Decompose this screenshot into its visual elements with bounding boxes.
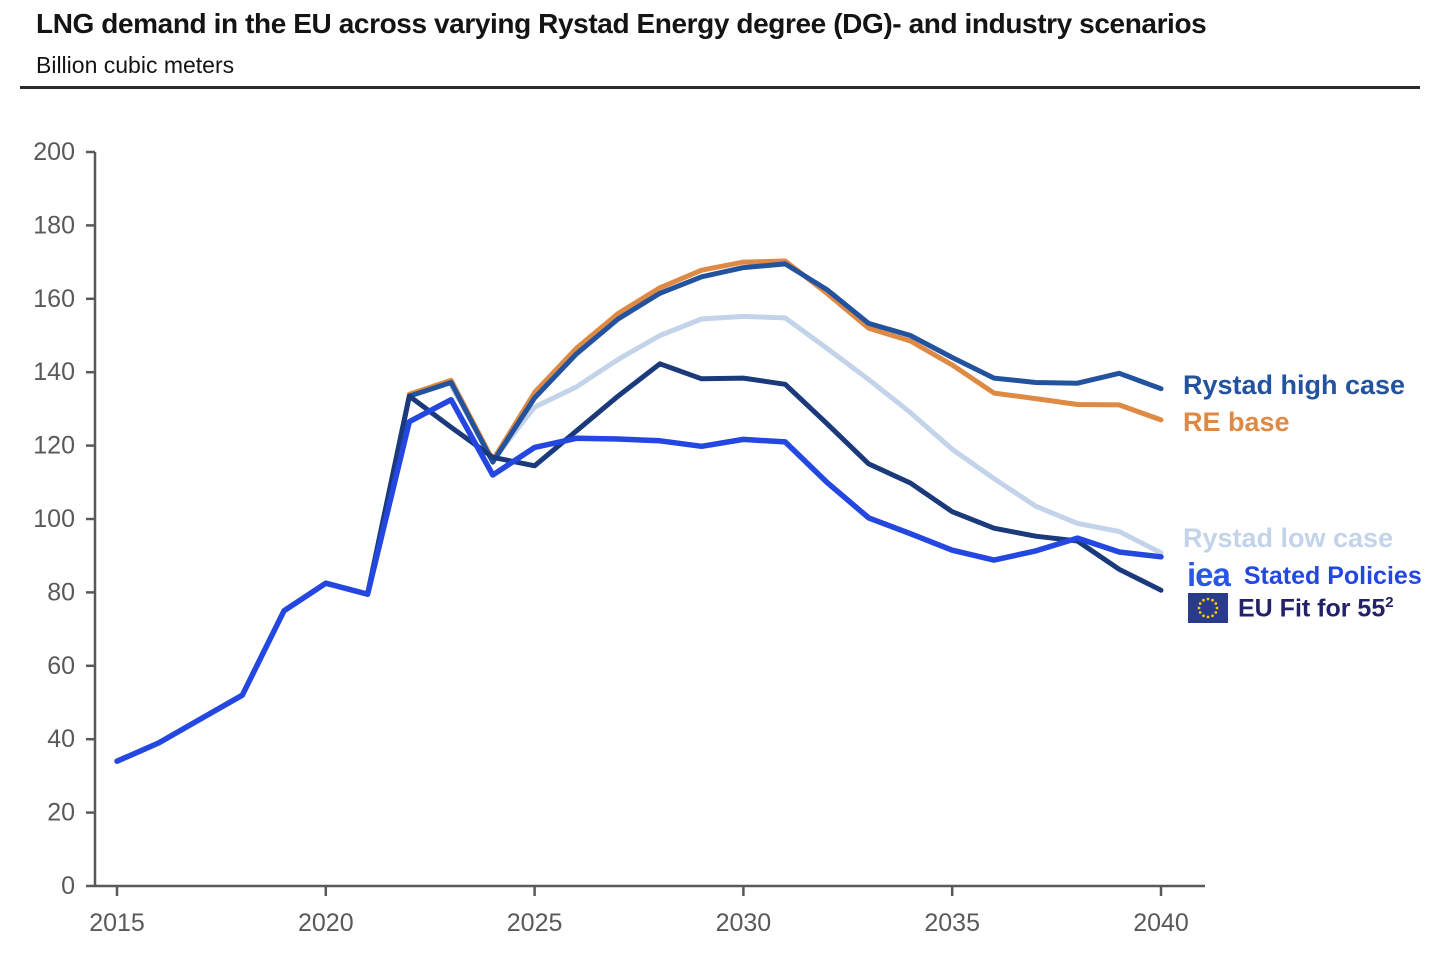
legend-eu-fit: EU Fit for 552 xyxy=(1238,593,1394,623)
legend-re-base: RE base xyxy=(1183,407,1290,437)
page-title: LNG demand in the EU across varying Ryst… xyxy=(36,8,1207,39)
svg-text:2030: 2030 xyxy=(716,909,772,937)
svg-text:0: 0 xyxy=(61,872,75,900)
legend-stated-policies: Stated Policies xyxy=(1243,562,1422,590)
svg-text:140: 140 xyxy=(33,358,75,386)
header-divider xyxy=(20,86,1420,89)
legend-stated-policies-row: iea Stated Policies xyxy=(1187,556,1422,593)
svg-text:80: 80 xyxy=(47,578,75,606)
svg-text:120: 120 xyxy=(33,432,75,460)
svg-text:2025: 2025 xyxy=(507,909,563,937)
svg-text:2040: 2040 xyxy=(1133,909,1189,937)
svg-text:200: 200 xyxy=(33,138,75,166)
svg-text:40: 40 xyxy=(47,725,75,753)
svg-text:20: 20 xyxy=(47,799,75,827)
svg-text:100: 100 xyxy=(33,505,75,533)
legend-eu-fit-row: EU Fit for 552 xyxy=(1188,593,1394,623)
iea-logo: iea xyxy=(1187,556,1231,593)
svg-text:2015: 2015 xyxy=(89,909,145,937)
svg-text:60: 60 xyxy=(47,652,75,680)
svg-text:2020: 2020 xyxy=(298,909,354,937)
eu-flag-icon xyxy=(1188,593,1228,623)
series-group xyxy=(114,258,1164,764)
svg-text:160: 160 xyxy=(33,285,75,313)
eu-fit-footnote-sup: 2 xyxy=(1385,593,1394,611)
chart-units-subtitle: Billion cubic meters xyxy=(36,52,235,78)
legend-rystad-low-case: Rystad low case xyxy=(1183,523,1394,553)
svg-text:180: 180 xyxy=(33,211,75,239)
legend-rystad-high-case: Rystad high case xyxy=(1183,370,1406,400)
svg-text:2035: 2035 xyxy=(924,909,980,937)
